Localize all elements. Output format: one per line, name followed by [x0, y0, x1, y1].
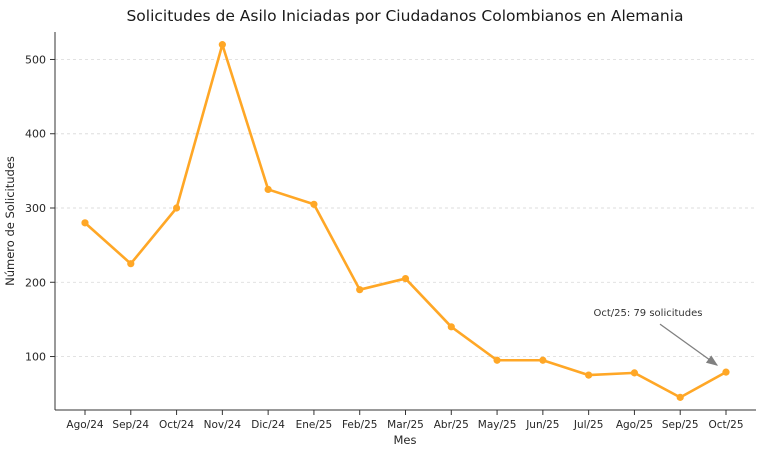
data-point-marker	[264, 185, 272, 194]
x-tick-label: Sep/24	[112, 419, 149, 431]
data-point-marker	[585, 371, 593, 379]
y-axis-label: Número de Solicitudes	[3, 156, 17, 286]
y-tick-label: 500	[25, 53, 46, 66]
x-tick-label: Jun/25	[525, 419, 559, 431]
data-point-marker	[172, 204, 181, 212]
data-point-marker	[539, 356, 547, 364]
x-tick-label: Sep/25	[662, 419, 699, 431]
data-point-marker	[722, 368, 730, 376]
data-line	[83, 43, 728, 399]
chart-title: Solicitudes de Asilo Iniciadas por Ciuda…	[126, 7, 683, 25]
x-tick-label: May/25	[478, 419, 517, 431]
annotation-arrow	[659, 323, 719, 366]
data-point-marker	[356, 286, 364, 294]
x-axis-label: Mes	[394, 433, 417, 447]
y-tick-label: 300	[25, 202, 46, 215]
x-tick-label: Jul/25	[573, 419, 604, 431]
data-point-marker	[127, 260, 135, 268]
x-tick-label: Ago/24	[66, 419, 103, 431]
data-point-marker	[310, 200, 318, 208]
x-tick-label: Mar/25	[387, 419, 424, 431]
x-tick-label: Nov/24	[204, 419, 242, 431]
data-point-marker	[218, 41, 226, 49]
data-point-marker	[630, 369, 639, 377]
x-tick-label: Ago/25	[616, 419, 653, 431]
data-point-marker	[447, 323, 455, 331]
x-tick-label: Dic/24	[251, 419, 285, 431]
y-tick-label: 100	[25, 351, 46, 364]
plot-area: 100 200 300 400 500 Ago/24 Sep/24 Oct/24 Nov/24 D…	[25, 32, 756, 431]
annotation-text: Oct/25: 79 solicitudes	[594, 308, 703, 319]
x-tick-label: Feb/25	[342, 419, 378, 431]
data-point-marker	[493, 356, 501, 364]
x-tick-label: Ene/25	[296, 419, 333, 431]
x-tick-label: Abr/25	[434, 419, 469, 431]
data-point-marker	[676, 393, 684, 401]
data-point-marker	[81, 219, 89, 227]
y-tick-label: 400	[25, 128, 46, 141]
data-point-marker	[401, 274, 410, 283]
x-tick-label: Oct/24	[159, 419, 194, 431]
y-tick-label: 200	[25, 276, 46, 289]
x-tick-label: Oct/25	[708, 419, 743, 431]
